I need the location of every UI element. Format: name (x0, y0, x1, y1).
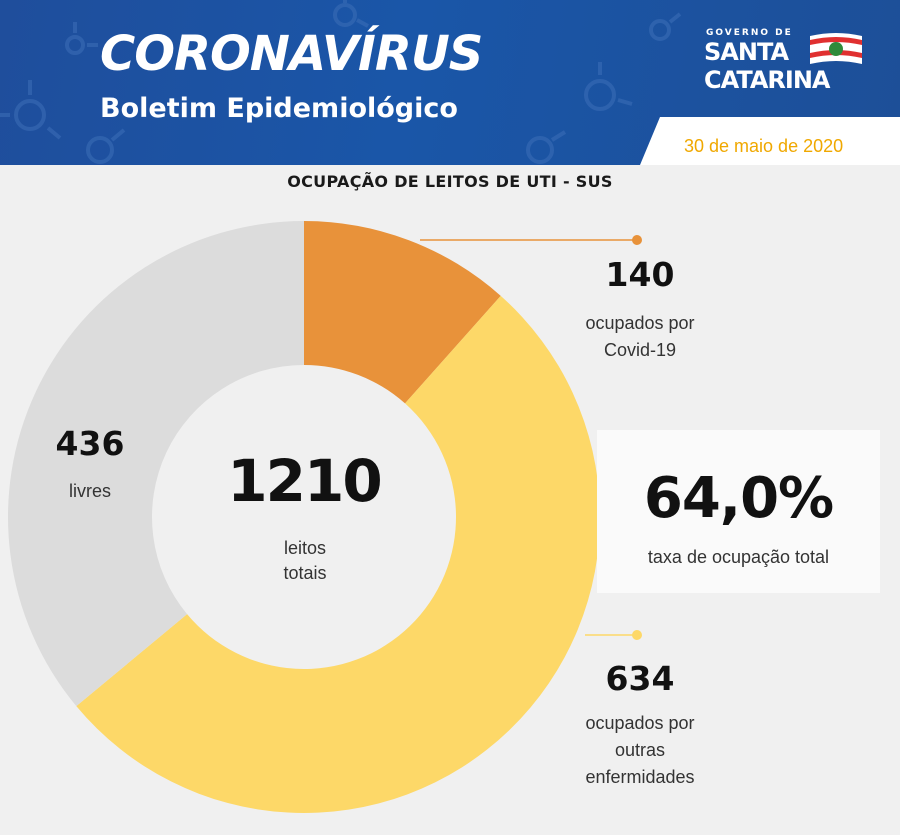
other-diseases-label: ocupados por outras enfermidades (585, 713, 695, 787)
flag-icon (810, 33, 862, 64)
covid-value: 140 (605, 255, 675, 294)
slice-other-diseases (76, 295, 600, 814)
occupancy-rate-value: 64,0% (643, 466, 834, 531)
occupancy-rate-label: taxa de ocupação total (647, 547, 830, 567)
date-banner-shape (640, 117, 900, 165)
slice-free (8, 221, 305, 707)
occupancy-rate-box: 64,0% taxa de ocupação total (597, 430, 880, 593)
government-logo: GOVERNO DE SANTA CATARINA (700, 28, 870, 100)
free-beds-value: 436 (55, 424, 125, 463)
total-beds-label: leitos totais (283, 538, 327, 583)
header-banner: CORONAVÍRUS Boletim Epidemiológico GOVER… (0, 0, 900, 165)
total-beds-value: 1210 (227, 447, 382, 515)
virus-decoration (0, 0, 682, 164)
covid-label: ocupados por Covid-19 (585, 313, 695, 360)
covid-leader-dot (632, 235, 642, 245)
other-diseases-leader-dot (632, 630, 642, 640)
report-date: 30 de maio de 2020 (684, 136, 844, 156)
other-diseases-value: 634 (605, 659, 675, 698)
slice-covid (304, 221, 501, 404)
page-subtitle: Boletim Epidemiológico (100, 93, 458, 124)
free-beds-label: livres (68, 481, 111, 501)
page-title: CORONAVÍRUS (100, 26, 483, 82)
chart-title: OCUPAÇÃO DE LEITOS DE UTI - SUS (287, 172, 613, 191)
